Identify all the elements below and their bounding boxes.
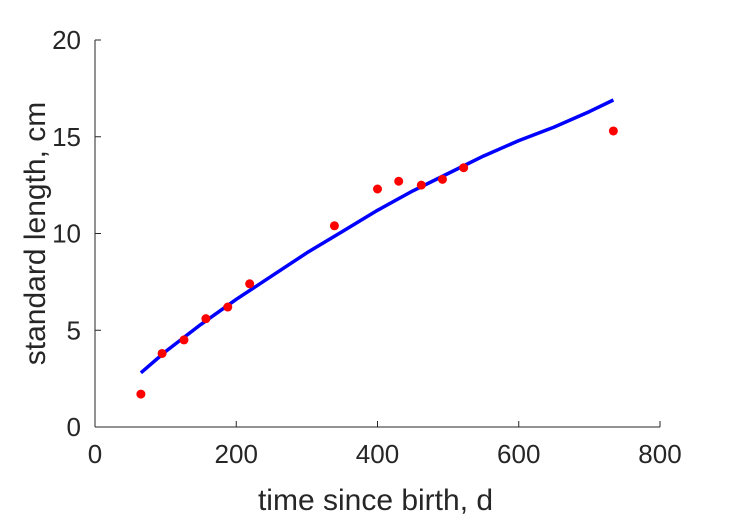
y-tick-label: 20 (52, 25, 81, 55)
x-tick-label: 800 (638, 439, 681, 469)
data-point (201, 314, 211, 324)
data-point (394, 176, 404, 186)
fit-curve-line (139, 98, 615, 375)
y-tick-label: 15 (52, 122, 81, 152)
data-point (157, 348, 167, 358)
y-tick-label: 0 (67, 412, 81, 442)
data-points (136, 126, 618, 399)
data-point (416, 180, 426, 190)
data-point (223, 302, 233, 312)
data-point (329, 221, 339, 231)
data-point (245, 279, 255, 289)
data-point (608, 126, 618, 136)
data-point (136, 389, 146, 399)
data-point (437, 174, 447, 184)
x-axis-label: time since birth, d (258, 484, 493, 517)
x-tick-label: 0 (88, 439, 102, 469)
x-tick-label: 600 (497, 439, 540, 469)
x-tick-label: 200 (215, 439, 258, 469)
data-point (459, 163, 469, 173)
fit-curves (139, 98, 615, 375)
data-point (373, 184, 382, 194)
y-tick-label: 10 (52, 219, 81, 249)
y-tick-label: 5 (67, 315, 81, 345)
y-axis-label: standard length, cm (19, 102, 52, 365)
data-point (179, 335, 189, 345)
ticks: 0 200 400 600 800 0 5 10 15 20 (52, 25, 682, 469)
axes (94, 40, 660, 428)
x-tick-label: 400 (356, 439, 399, 469)
